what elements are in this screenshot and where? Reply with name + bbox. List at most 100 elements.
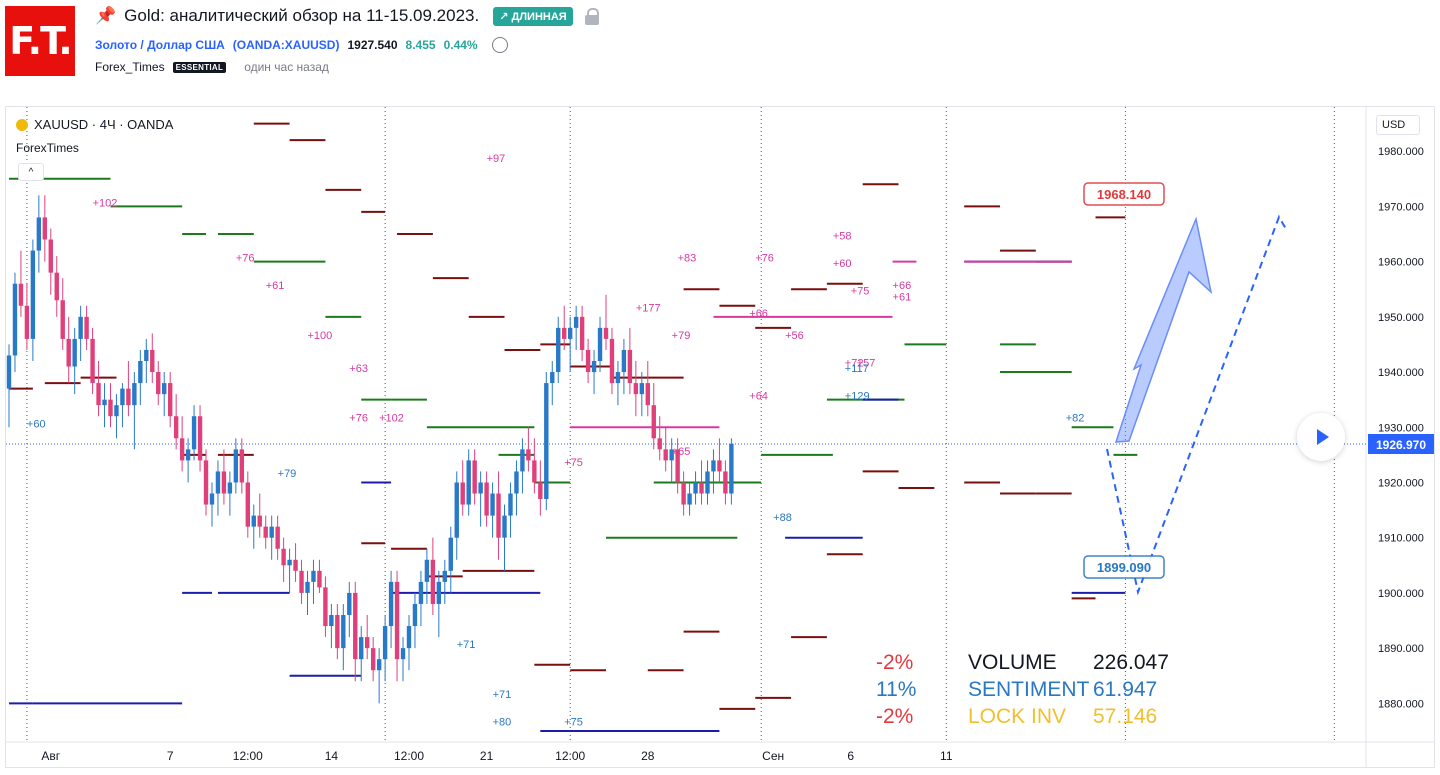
time-tick-label: 12:00 — [555, 749, 585, 763]
symbol-row: Золото / Доллар США (OANDA:XAUUSD) 1927.… — [95, 37, 508, 53]
time-tick-label: 28 — [641, 749, 655, 763]
candle-body — [562, 327, 567, 339]
currency-button[interactable]: USD — [1376, 115, 1420, 135]
volume-pct: -2% — [876, 651, 914, 674]
gold-coin-icon — [16, 118, 28, 131]
play-button[interactable] — [1297, 413, 1345, 461]
pink-annotation: +100 — [308, 330, 333, 342]
projection-path — [1106, 214, 1287, 596]
candle-body — [24, 305, 30, 339]
candle-body — [323, 587, 328, 627]
time-tick-label: Авг — [41, 749, 60, 763]
candle-body — [317, 570, 322, 588]
candle-body — [114, 405, 119, 417]
candle-body — [126, 388, 131, 406]
sentiment-pct: 11% — [876, 678, 917, 701]
pink-annotation: +60 — [833, 258, 852, 270]
pink-annotation: +97 — [487, 153, 506, 165]
price-tick-label: 1980.000 — [1378, 146, 1424, 158]
lock-inv-value: 57.146 — [1093, 705, 1158, 728]
candle-body — [717, 460, 722, 472]
forex-times-logo[interactable]: F.T. — [5, 6, 75, 76]
candle-body — [12, 283, 18, 356]
candle-body — [353, 592, 358, 660]
candle-body — [729, 443, 734, 494]
candle-body — [472, 460, 477, 494]
candle-body — [215, 471, 221, 494]
author-row: Forex_Times ESSENTIAL один час назад — [95, 60, 329, 74]
pink-annotation: +75 — [564, 457, 583, 469]
candle-body — [460, 482, 465, 505]
price-chart[interactable]: 1880.000 1890.000 1900.000 1910.000 1920.000… — [5, 106, 1435, 768]
current-price-tag — [1368, 433, 1434, 454]
candle-body — [454, 482, 459, 538]
candle-body — [436, 581, 442, 604]
candle-body — [132, 383, 137, 406]
pink-annotation: +56 — [785, 330, 804, 342]
price-tick-label: 1890.000 — [1378, 643, 1424, 655]
price-tick-label: 1950.000 — [1378, 312, 1424, 324]
candle-body — [723, 471, 728, 494]
candle-body — [532, 460, 537, 483]
candle-body — [60, 300, 65, 339]
candle-body — [520, 449, 525, 472]
stats-panel: -2% VOLUME 226.047 11% SENTIMENT 61.947 … — [876, 649, 1169, 730]
chart-legend: XAUUSD · 4Ч · OANDA — [16, 117, 173, 132]
symbol-link[interactable]: Золото / Доллар США — [95, 38, 225, 52]
candle-body — [287, 559, 292, 566]
candle-body — [281, 548, 286, 566]
candle-body — [156, 372, 161, 395]
candle-body — [663, 449, 668, 461]
blue-annotation: +71 — [493, 689, 512, 701]
candle-body — [48, 239, 53, 273]
lock-inv-label: LOCK INV — [968, 705, 1067, 728]
pink-annotation: +61 — [893, 291, 912, 303]
candle-body — [466, 460, 471, 505]
candle-body — [269, 526, 274, 538]
blue-annotation: +82 — [1066, 413, 1085, 425]
symbol-code-link[interactable]: (OANDA:XAUUSD) — [232, 38, 340, 52]
candle-body — [329, 615, 334, 627]
candle-body — [412, 603, 418, 627]
candle-body — [42, 217, 48, 240]
pushpin-icon: 📌 — [95, 6, 117, 25]
time-tick-label: 12:00 — [233, 749, 263, 763]
candle-body — [502, 515, 507, 538]
candle-body — [711, 460, 716, 472]
alarm-clock-icon[interactable] — [491, 37, 508, 53]
pink-annotation: +58 — [833, 231, 852, 243]
chart-canvas[interactable]: 1880.000 1890.000 1900.000 1910.000 1920.000… — [6, 107, 1435, 768]
candle-body — [418, 581, 424, 604]
collapse-legend-button[interactable]: ^ — [18, 163, 44, 181]
candle-body — [484, 482, 489, 516]
candle-body — [335, 615, 340, 649]
candle-body — [514, 471, 519, 494]
time-tick-label: 12:00 — [394, 749, 424, 763]
lock-icon — [584, 8, 599, 25]
candle-body — [263, 526, 268, 538]
candle-body — [197, 416, 203, 461]
author-link[interactable]: Forex_Times — [95, 60, 165, 74]
candle-body — [120, 388, 125, 406]
candle-body — [579, 316, 585, 350]
candle-body — [365, 637, 370, 649]
candle-body — [251, 515, 256, 527]
candle-body — [382, 626, 388, 660]
time-tick-label: Сен — [762, 749, 784, 763]
pink-annotation: +79 — [672, 330, 691, 342]
candle-body — [591, 361, 597, 373]
sentiment-label: SENTIMENT — [968, 678, 1090, 701]
sentiment-value: 61.947 — [1093, 678, 1158, 701]
candle-body — [538, 482, 543, 500]
candle-body — [72, 338, 77, 367]
price-tick-label: 1970.000 — [1378, 201, 1424, 213]
candle-body — [496, 493, 501, 538]
candle-body — [90, 338, 95, 384]
pink-annotation: +63 — [349, 363, 368, 375]
candle-body — [627, 349, 633, 384]
candle-body — [66, 338, 71, 367]
candle-body — [615, 372, 621, 384]
pink-annotation: +75 — [851, 286, 870, 298]
candle-body — [36, 217, 42, 251]
candle-body — [430, 559, 436, 604]
